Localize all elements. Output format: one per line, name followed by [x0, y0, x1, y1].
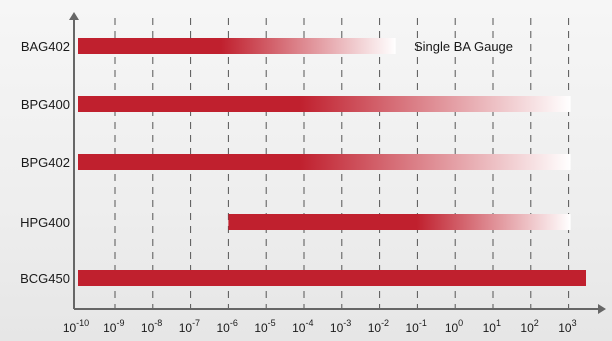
- row-labels: BAG402 BPG400 BPG402 HPG400 BCG450: [20, 39, 70, 286]
- bar-bag402: [78, 38, 396, 54]
- y-axis-arrow: [69, 12, 79, 20]
- row-label-bpg400: BPG400: [21, 97, 70, 112]
- x-tick-label: 100: [445, 318, 463, 335]
- bar-bpg402: [78, 154, 571, 170]
- axes: [69, 12, 606, 314]
- x-tick-label: 10-3: [330, 318, 351, 335]
- row-label-bcg450: BCG450: [20, 271, 70, 286]
- x-tick-label: 10-2: [368, 318, 389, 335]
- x-tick-label: 10-1: [406, 318, 427, 335]
- x-tick-label: 10-9: [103, 318, 124, 335]
- row-label-hpg400: HPG400: [20, 215, 70, 230]
- bars: [78, 38, 586, 286]
- bar-hpg400: [228, 214, 571, 230]
- row-label-bpg402: BPG402: [21, 155, 70, 170]
- bar-bcg450: [78, 270, 586, 286]
- x-tick-label: 10-7: [179, 318, 200, 335]
- x-tick-label: 101: [483, 318, 501, 335]
- annotation-single-ba-gauge: Single BA Gauge: [414, 39, 513, 54]
- x-tick-label: 10-10: [63, 318, 89, 335]
- bar-bpg400: [78, 96, 571, 112]
- x-tick-labels: 10-10 10-9 10-8 10-7 10-6 10-5 10-4 10-3 10-2 10-…: [63, 318, 577, 335]
- x-tick-label: 10-5: [254, 318, 275, 335]
- x-tick-label: 103: [558, 318, 576, 335]
- x-tick-label: 10-4: [292, 318, 313, 335]
- x-tick-label: 10-8: [141, 318, 162, 335]
- x-tick-label: 102: [520, 318, 538, 335]
- row-label-bag402: BAG402: [21, 39, 70, 54]
- x-axis-arrow: [598, 304, 606, 314]
- x-tick-label: 10-6: [217, 318, 238, 335]
- annotations: Single BA Gauge: [414, 39, 513, 54]
